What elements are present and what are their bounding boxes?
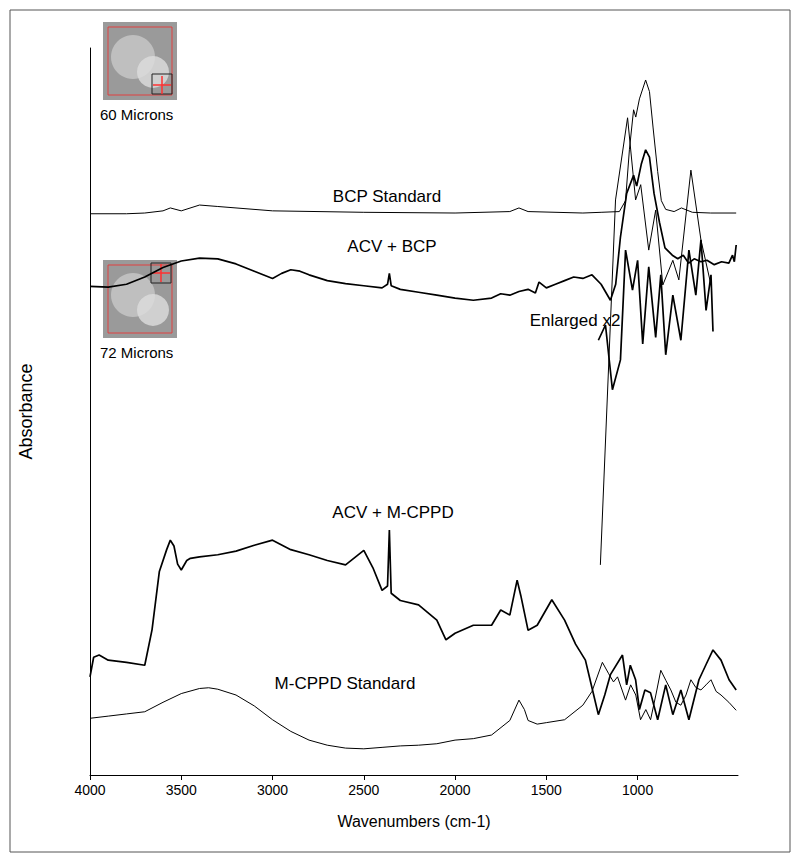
svg-text:ACV + M-CPPD: ACV + M-CPPD <box>332 503 453 522</box>
svg-text:Enlarged x2: Enlarged x2 <box>530 311 621 330</box>
svg-text:1500: 1500 <box>531 782 562 798</box>
svg-text:72 Microns: 72 Microns <box>100 344 173 361</box>
svg-text:2000: 2000 <box>439 782 470 798</box>
svg-text:Wavenumbers (cm-1): Wavenumbers (cm-1) <box>337 813 490 830</box>
svg-text:3000: 3000 <box>257 782 288 798</box>
svg-text:M-CPPD Standard: M-CPPD Standard <box>275 674 416 693</box>
svg-text:BCP Standard: BCP Standard <box>333 187 441 206</box>
svg-text:4000: 4000 <box>74 782 105 798</box>
svg-text:60 Microns: 60 Microns <box>100 106 173 123</box>
svg-text:3500: 3500 <box>166 782 197 798</box>
svg-text:ACV + BCP: ACV + BCP <box>347 237 436 256</box>
svg-text:Absorbance: Absorbance <box>16 363 36 459</box>
svg-text:2500: 2500 <box>348 782 379 798</box>
svg-text:1000: 1000 <box>622 782 653 798</box>
